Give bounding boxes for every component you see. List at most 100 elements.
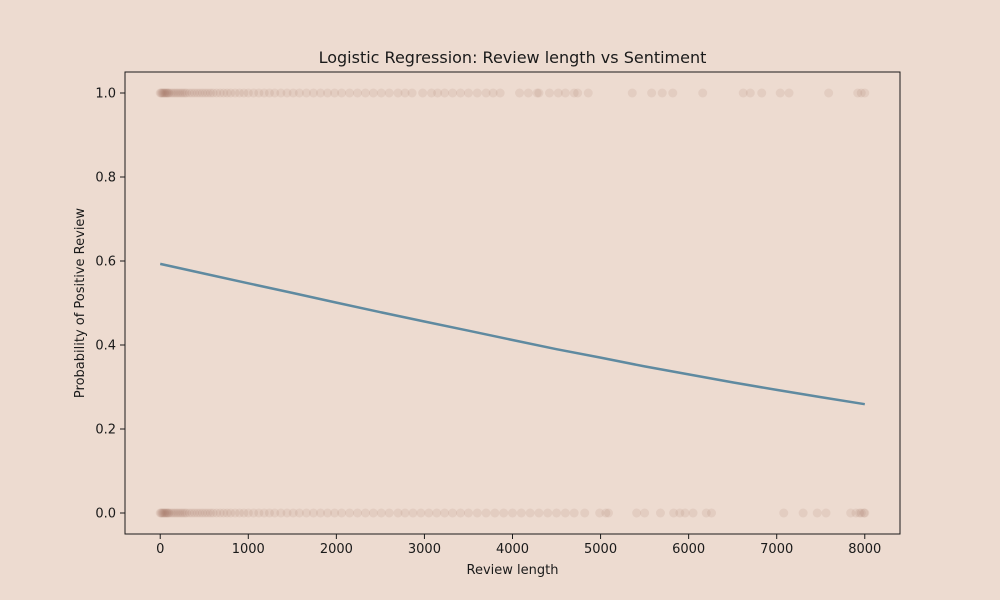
- data-point: [208, 508, 218, 518]
- data-point: [168, 508, 178, 518]
- data-point: [463, 508, 473, 518]
- data-point: [166, 508, 176, 518]
- data-point: [171, 508, 181, 518]
- data-point: [532, 88, 542, 98]
- data-point: [157, 88, 167, 98]
- data-point: [407, 88, 417, 98]
- data-point: [337, 508, 347, 518]
- data-point: [440, 88, 450, 98]
- data-point: [200, 88, 210, 98]
- data-point: [393, 88, 403, 98]
- data-point: [856, 508, 866, 518]
- data-point: [254, 88, 264, 98]
- data-point: [160, 508, 170, 518]
- data-point: [288, 88, 298, 98]
- data-point: [230, 88, 240, 98]
- data-point: [553, 88, 563, 98]
- data-point: [158, 88, 168, 98]
- y-axis-title: Probability of Positive Review: [73, 208, 88, 399]
- data-point: [294, 508, 304, 518]
- data-point: [162, 88, 172, 98]
- data-point: [860, 508, 870, 518]
- data-point: [376, 508, 386, 518]
- data-point: [418, 88, 428, 98]
- data-point: [282, 88, 292, 98]
- data-point: [859, 508, 869, 518]
- x-tick-label: 1000: [232, 542, 265, 557]
- data-point: [360, 508, 370, 518]
- data-point: [534, 508, 544, 518]
- data-point: [198, 508, 207, 518]
- data-point: [259, 88, 269, 98]
- data-point: [175, 88, 185, 98]
- data-point: [824, 88, 834, 98]
- data-point: [647, 88, 657, 98]
- data-point: [779, 508, 789, 518]
- data-point: [472, 508, 482, 518]
- regression-line: [159, 262, 865, 406]
- data-point: [173, 88, 183, 98]
- data-point: [264, 88, 274, 98]
- data-point: [161, 88, 171, 98]
- data-point: [156, 508, 166, 518]
- data-point: [448, 508, 458, 518]
- data-point: [360, 88, 370, 98]
- x-tick-label: 3000: [408, 542, 441, 557]
- data-point: [178, 508, 188, 518]
- data-point: [854, 508, 864, 518]
- data-point: [168, 88, 178, 98]
- data-point: [640, 508, 650, 518]
- data-point: [259, 508, 269, 518]
- data-point: [288, 508, 298, 518]
- data-point: [463, 88, 473, 98]
- data-point: [198, 88, 207, 98]
- data-point: [282, 508, 292, 518]
- data-point: [156, 88, 166, 98]
- data-point: [701, 508, 711, 518]
- data-point: [400, 88, 410, 98]
- data-point: [164, 88, 174, 98]
- data-point: [171, 88, 181, 98]
- data-point: [393, 508, 403, 518]
- data-point: [384, 508, 394, 518]
- data-point: [203, 508, 213, 518]
- data-point: [569, 88, 579, 98]
- data-point: [208, 88, 218, 98]
- data-point: [456, 88, 466, 98]
- data-point: [234, 508, 244, 518]
- data-point: [187, 508, 197, 518]
- data-point: [345, 508, 355, 518]
- data-point: [330, 88, 340, 98]
- chart-title: Logistic Regression: Review length vs Se…: [319, 48, 707, 67]
- x-axis-title: Review length: [467, 563, 559, 578]
- data-point: [368, 508, 378, 518]
- data-point: [603, 508, 613, 518]
- data-point: [655, 508, 665, 518]
- data-point: [323, 508, 333, 518]
- data-point: [161, 508, 171, 518]
- data-point: [552, 508, 562, 518]
- data-point: [222, 508, 232, 518]
- data-point: [408, 508, 418, 518]
- data-point: [400, 508, 410, 518]
- data-point: [376, 88, 386, 98]
- data-point: [775, 88, 785, 98]
- data-point: [853, 88, 863, 98]
- data-point: [560, 508, 570, 518]
- data-point: [308, 88, 318, 98]
- data-point: [424, 508, 434, 518]
- data-point: [337, 88, 347, 98]
- data-point: [384, 88, 394, 98]
- data-point: [163, 88, 173, 98]
- data-point: [525, 508, 535, 518]
- data-point: [205, 88, 215, 98]
- data-point: [182, 508, 192, 518]
- data-point: [481, 88, 491, 98]
- regression-line-group: [159, 262, 865, 406]
- data-point: [234, 88, 244, 98]
- data-point: [580, 508, 590, 518]
- data-point: [330, 508, 340, 518]
- data-point: [308, 508, 318, 518]
